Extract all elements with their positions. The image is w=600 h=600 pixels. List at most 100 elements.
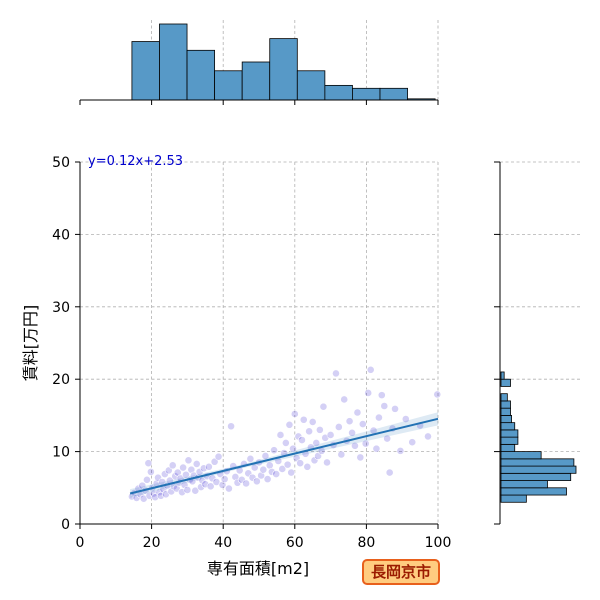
- area-histogram-bar: [214, 70, 243, 101]
- scatter-point: [210, 457, 219, 466]
- scatter-point: [278, 465, 287, 473]
- scatter-point: [334, 423, 343, 431]
- x-tick-label: 0: [76, 535, 85, 551]
- regression-line: [129, 417, 439, 495]
- scatter-point: [242, 479, 251, 488]
- scatter-point: [345, 417, 354, 426]
- rent-histogram-bar: [500, 443, 516, 452]
- scatter-point: [220, 475, 229, 484]
- scatter-point: [182, 470, 190, 479]
- rent-histogram-bar: [500, 480, 548, 489]
- y-tick-label: 40: [52, 227, 70, 243]
- rent-histogram-bar: [500, 414, 512, 424]
- scatter-point: [227, 422, 235, 431]
- x-tick-label: 40: [214, 535, 232, 551]
- rent-histogram-bar: [500, 472, 572, 481]
- y-tick-label: 0: [61, 517, 70, 533]
- x-tick-label: 20: [143, 535, 161, 551]
- area-histogram-bar: [241, 61, 271, 101]
- area-histogram-bar: [269, 38, 298, 101]
- scatter-point: [192, 460, 201, 468]
- area-histogram-bar: [379, 87, 408, 101]
- x-tick-label: 80: [357, 535, 375, 551]
- scatter-point: [281, 439, 290, 447]
- regression-equation: y=0.12x+2.53: [88, 154, 183, 169]
- rent-histogram-bar: [500, 451, 542, 460]
- rent-histogram-bar: [500, 436, 519, 445]
- scatter-point: [356, 453, 365, 462]
- scatter-point: [285, 420, 294, 429]
- y-tick-label: 30: [52, 300, 70, 316]
- scatter-point: [259, 465, 268, 474]
- scatter-point: [257, 471, 266, 480]
- scatter-point: [233, 478, 242, 487]
- scatter-point: [265, 461, 274, 470]
- rent-histogram-bar: [500, 378, 511, 387]
- area-histogram-bar: [296, 70, 326, 101]
- scatter-point: [396, 446, 405, 455]
- scatter-point: [267, 467, 276, 476]
- scatter-point: [164, 466, 173, 475]
- scatter-point: [358, 420, 367, 428]
- scatter-point: [308, 418, 317, 426]
- scatter-point: [218, 481, 227, 489]
- scatter-point: [305, 427, 314, 436]
- scatter-point: [326, 431, 335, 439]
- rent-histogram-bar: [500, 407, 511, 416]
- rent-histogram-bar: [500, 393, 508, 402]
- scatter-point: [372, 444, 381, 453]
- scatter-point: [246, 454, 255, 463]
- scatter-point: [296, 459, 305, 468]
- y-tick-label: 50: [52, 155, 70, 171]
- y-tick-label: 20: [52, 372, 70, 388]
- scatter-point: [263, 475, 272, 484]
- scatter-point: [145, 491, 154, 500]
- scatter-point: [206, 482, 215, 491]
- scatter-point: [401, 415, 410, 423]
- scatter-point: [179, 463, 188, 472]
- scatter-point: [383, 434, 392, 443]
- scatter-point: [231, 473, 240, 481]
- scatter-point: [168, 461, 177, 470]
- x-tick-label: 60: [286, 535, 304, 551]
- scatter-point: [146, 467, 155, 476]
- scatter-points: [128, 365, 442, 503]
- rent-histogram-bar: [500, 422, 516, 431]
- scatter-point: [315, 425, 324, 434]
- scatter-point: [199, 464, 208, 473]
- scatter-point: [144, 459, 153, 468]
- area-histogram-bar: [352, 87, 381, 101]
- rent-histogram-bar: [500, 465, 577, 474]
- scatter-point: [191, 486, 200, 495]
- x-axis-title: 専有面積[m2]: [207, 559, 309, 578]
- scatter-point: [424, 432, 432, 441]
- scatter-point: [319, 402, 328, 411]
- regression-confidence-band: [130, 412, 438, 498]
- x-tick-label: 100: [425, 535, 452, 551]
- scatter-point: [303, 462, 312, 471]
- tick-labels: 0 20 40 60 80 100 0 10 20 30 40 50: [52, 155, 451, 551]
- scatter-point: [270, 446, 278, 455]
- scatter-point: [348, 428, 356, 437]
- scatter-point: [214, 452, 223, 461]
- regression-band: [129, 412, 439, 498]
- scatter-point: [187, 465, 196, 474]
- scatter-point: [361, 439, 370, 448]
- scatter-point: [408, 438, 417, 447]
- scatter-point: [323, 458, 331, 467]
- scatter-point: [261, 452, 270, 460]
- scatter-point: [351, 441, 359, 450]
- scatter-point: [353, 408, 362, 417]
- scatter-point: [252, 477, 261, 486]
- scatter-point: [299, 415, 308, 424]
- scatter-point: [433, 390, 442, 399]
- rent-histogram-bar: [500, 487, 567, 496]
- rent-histogram-bar: [500, 429, 519, 438]
- scatter-point: [290, 410, 299, 418]
- scatter-point: [375, 413, 383, 422]
- scatter-point: [276, 431, 285, 439]
- rent-histogram-bar: [500, 458, 575, 467]
- scatter-point: [366, 365, 375, 374]
- scatter-point: [151, 493, 160, 502]
